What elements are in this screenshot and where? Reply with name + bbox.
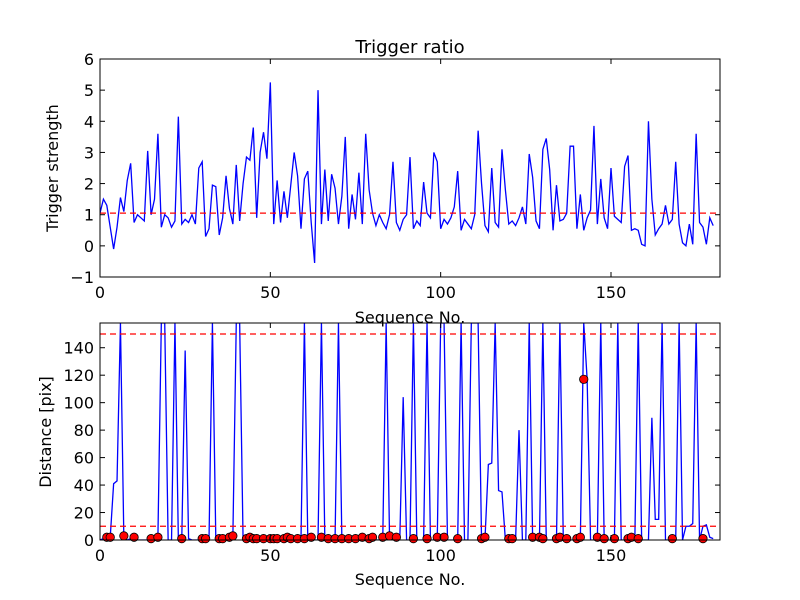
- distance-marker-point: [153, 532, 163, 542]
- distance-marker-point: [480, 532, 490, 542]
- distance-marker-point: [439, 532, 449, 542]
- distance-marker-point: [177, 534, 187, 544]
- distance-y-tick-label: 0: [84, 531, 94, 550]
- distance-panel: 0 50 100 150 0 20 40 60 80 100 120 140 Sequence No.…: [36, 322, 721, 589]
- distance-y-tick-label: 20: [74, 504, 94, 523]
- trigger-x-tick-label: 0: [95, 283, 105, 302]
- distance-clipped: [100, 323, 720, 540]
- distance-y-axis-label: Distance [pix]: [36, 376, 55, 488]
- distance-x-axis-label: Sequence No.: [355, 570, 466, 589]
- trigger-clipped: [100, 82, 720, 264]
- distance-marker-point: [579, 374, 589, 384]
- distance-y-tick-label: 80: [74, 421, 94, 440]
- distance-marker-point: [562, 534, 572, 544]
- distance-marker-point: [667, 534, 677, 544]
- trigger-y-tick-label: 5: [84, 81, 94, 100]
- chart-title: Trigger ratio: [354, 37, 464, 58]
- distance-marker-point: [453, 534, 463, 544]
- trigger-series-line: [100, 82, 714, 264]
- distance-marker-point: [575, 532, 585, 542]
- distance-marker-point: [422, 534, 432, 544]
- distance-x-tick-label: 100: [425, 546, 456, 565]
- distance-marker-point: [228, 531, 238, 541]
- distance-y-tick-label: 40: [74, 476, 94, 495]
- distance-plot-frame: [99, 322, 721, 541]
- trigger-y-tick-label: 3: [84, 143, 94, 162]
- distance-marker-point: [201, 534, 211, 544]
- distance-marker-point: [599, 534, 609, 544]
- distance-y-tick-label: 100: [63, 394, 94, 413]
- trigger-y-tick-label: 0: [84, 237, 94, 256]
- distance-marker-point: [609, 534, 619, 544]
- distance-y-tick-label: 60: [74, 449, 94, 468]
- trigger-y-tick-label: 2: [84, 175, 94, 194]
- distance-marker-point: [119, 531, 129, 541]
- trigger-y-tick-label: 6: [84, 50, 94, 69]
- distance-marker-point: [633, 534, 643, 544]
- distance-marker-point: [538, 534, 548, 544]
- trigger-plot-frame: [99, 58, 721, 278]
- trigger-y-tick-label: 4: [84, 112, 94, 131]
- trigger-x-tick-label: 50: [260, 283, 280, 302]
- distance-marker-point: [391, 532, 401, 542]
- trigger-y-tick-label: 1: [84, 206, 94, 225]
- distance-marker-point: [408, 534, 419, 544]
- trigger-y-tick-label: −1: [70, 268, 94, 287]
- distance-marker-point: [507, 534, 517, 544]
- trigger-x-axis-label: Sequence No.: [355, 308, 466, 327]
- trigger-x-tick-label: 150: [596, 283, 627, 302]
- distance-plot-area: [100, 323, 720, 544]
- distance-marker-point: [129, 532, 139, 542]
- distance-x-tick-label: 0: [95, 546, 105, 565]
- distance-marker-point: [698, 534, 708, 544]
- trigger-x-tick-label: 100: [425, 283, 456, 302]
- distance-y-tick-label: 120: [63, 366, 94, 385]
- distance-x-tick-label: 150: [596, 546, 627, 565]
- distance-series-line: [100, 323, 714, 540]
- trigger-plot-area: [100, 82, 720, 264]
- distance-marker-point: [105, 532, 115, 542]
- distance-marker-point: [367, 532, 378, 542]
- distance-x-tick-label: 50: [260, 546, 280, 565]
- distance-y-tick-label: 140: [63, 339, 94, 358]
- distance-marker-point: [306, 532, 316, 542]
- trigger-y-axis-label: Trigger strength: [43, 104, 62, 233]
- distance-axes: 0 50 100 150 0 20 40 60 80 100 120 140: [63, 323, 720, 565]
